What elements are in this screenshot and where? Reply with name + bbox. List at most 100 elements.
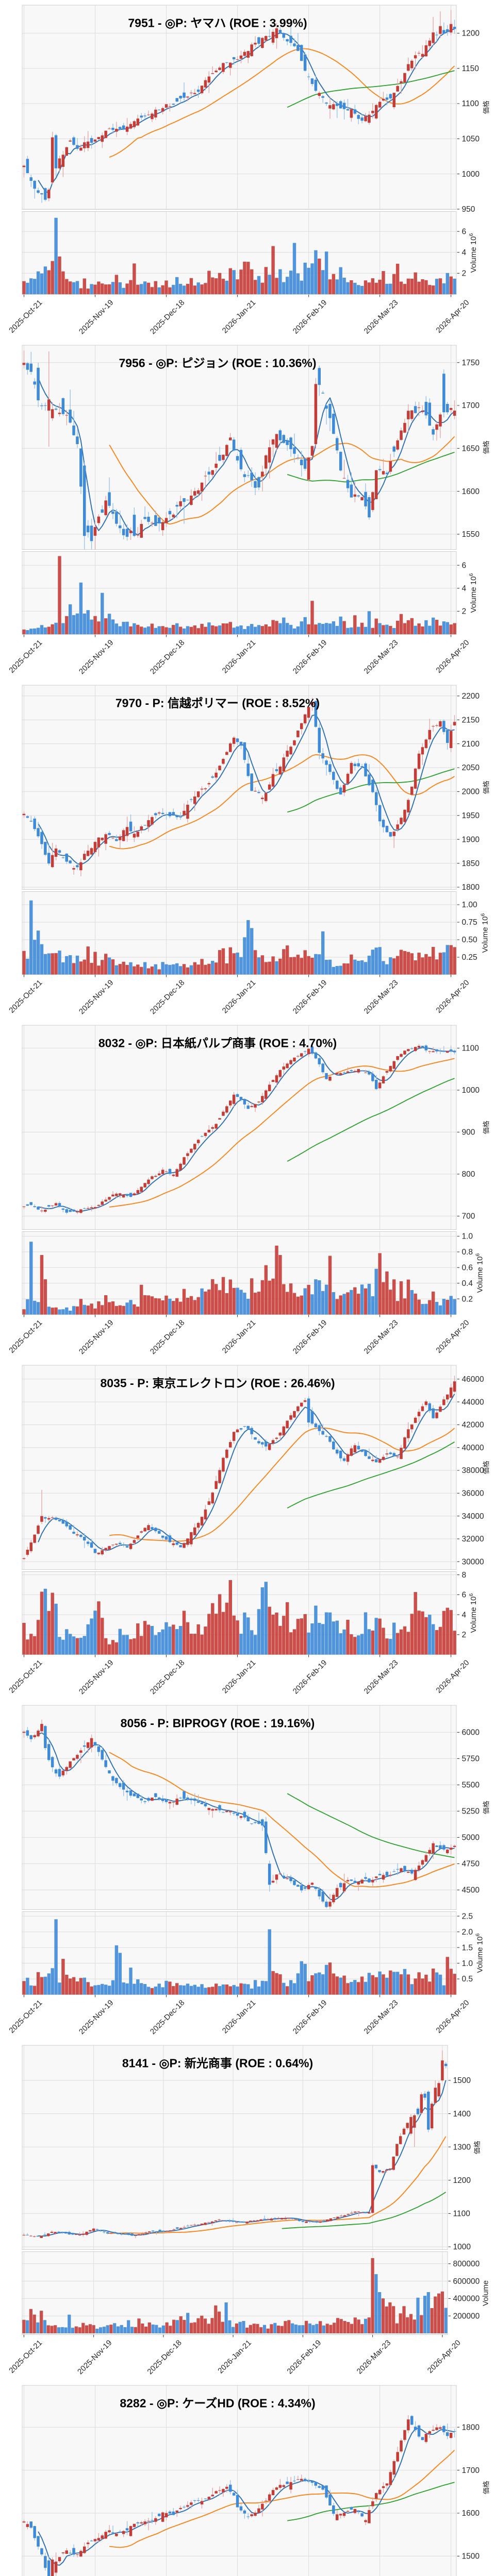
svg-text:2: 2	[462, 607, 467, 616]
svg-text:2025-Nov-19: 2025-Nov-19	[77, 1658, 115, 1696]
svg-text:6: 6	[462, 561, 467, 570]
svg-text:1.0: 1.0	[462, 1959, 473, 1968]
svg-text:価格: 価格	[483, 1121, 490, 1134]
svg-text:2050: 2050	[462, 764, 480, 772]
svg-text:2100: 2100	[462, 740, 480, 749]
svg-text:2025-Nov-19: 2025-Nov-19	[77, 1998, 115, 2036]
svg-text:1550: 1550	[462, 530, 480, 539]
svg-text:0.6: 0.6	[462, 1264, 473, 1273]
svg-text:1100: 1100	[453, 2210, 471, 2218]
svg-text:600000: 600000	[453, 2277, 480, 2286]
svg-text:2: 2	[462, 269, 467, 278]
svg-text:1100: 1100	[462, 99, 480, 108]
svg-text:価格: 価格	[473, 2141, 481, 2154]
svg-text:8056 - P: BIPROGY (ROE : 19.16: 8056 - P: BIPROGY (ROE : 19.16%)	[121, 1717, 315, 1730]
svg-text:2026-Feb-19: 2026-Feb-19	[291, 1998, 329, 2036]
svg-text:5000: 5000	[462, 1834, 480, 1842]
svg-text:2025-Nov-19: 2025-Nov-19	[77, 1318, 115, 1356]
svg-text:2025-Dec-18: 2025-Dec-18	[148, 978, 186, 1016]
svg-text:6: 6	[462, 1591, 467, 1600]
svg-text:2200: 2200	[462, 692, 480, 701]
svg-text:4: 4	[462, 248, 467, 257]
svg-text:Volume 106: Volume 106	[480, 913, 490, 953]
svg-text:2026-Apr-20: 2026-Apr-20	[434, 1658, 471, 1695]
svg-text:2025-Oct-21: 2025-Oct-21	[7, 638, 44, 675]
svg-text:2026-Apr-20: 2026-Apr-20	[434, 1318, 471, 1355]
svg-text:34000: 34000	[462, 1512, 484, 1521]
svg-text:2026-Feb-19: 2026-Feb-19	[291, 978, 329, 1016]
svg-text:1200: 1200	[453, 2176, 471, 2185]
svg-text:6: 6	[462, 227, 467, 236]
svg-text:1800: 1800	[462, 2423, 480, 2432]
svg-text:2026-Apr-20: 2026-Apr-20	[434, 638, 471, 675]
svg-text:5250: 5250	[462, 1807, 480, 1816]
svg-text:2026-Jan-21: 2026-Jan-21	[221, 638, 258, 675]
svg-text:2026-Jan-21: 2026-Jan-21	[221, 1658, 258, 1696]
svg-text:Volume: Volume	[482, 2280, 490, 2306]
svg-text:6000: 6000	[462, 1728, 480, 1737]
svg-text:1.00: 1.00	[462, 901, 478, 909]
svg-text:40000: 40000	[462, 1444, 484, 1452]
svg-text:2026-Jan-21: 2026-Jan-21	[221, 978, 258, 1015]
svg-text:0.2: 0.2	[462, 1295, 473, 1303]
svg-text:価格: 価格	[483, 781, 490, 794]
svg-text:1300: 1300	[453, 2143, 471, 2151]
svg-text:2026-Apr-20: 2026-Apr-20	[426, 2338, 463, 2375]
svg-text:Volume 106: Volume 106	[475, 1933, 485, 1973]
svg-text:2025-Oct-21: 2025-Oct-21	[7, 1998, 44, 2035]
svg-text:200000: 200000	[453, 2312, 480, 2320]
svg-text:1050: 1050	[462, 135, 480, 144]
svg-text:400000: 400000	[453, 2295, 480, 2303]
svg-text:2025-Oct-21: 2025-Oct-21	[7, 298, 44, 335]
svg-text:2025-Oct-21: 2025-Oct-21	[7, 1318, 44, 1355]
svg-text:1100: 1100	[462, 1044, 480, 1053]
svg-text:950: 950	[462, 205, 475, 214]
svg-text:2026-Mar-23: 2026-Mar-23	[362, 1658, 400, 1696]
svg-text:2026-Mar-23: 2026-Mar-23	[362, 638, 400, 676]
svg-text:1800: 1800	[462, 883, 480, 892]
svg-text:価格: 価格	[483, 440, 490, 454]
svg-text:46000: 46000	[462, 1375, 484, 1384]
svg-text:38000: 38000	[462, 1466, 484, 1475]
svg-text:2025-Nov-19: 2025-Nov-19	[76, 2338, 113, 2376]
svg-text:1600: 1600	[462, 487, 480, 496]
svg-text:1000: 1000	[453, 2243, 471, 2251]
svg-text:2025-Nov-19: 2025-Nov-19	[77, 298, 115, 336]
svg-text:1000: 1000	[462, 1086, 480, 1095]
svg-text:2025-Dec-18: 2025-Dec-18	[148, 1658, 186, 1696]
svg-text:2026-Jan-21: 2026-Jan-21	[221, 1318, 258, 1355]
svg-text:2026-Feb-19: 2026-Feb-19	[291, 298, 329, 336]
svg-text:1700: 1700	[462, 401, 480, 410]
svg-text:7970 - P: 信越ポリマー (ROE : 8.52%): 7970 - P: 信越ポリマー (ROE : 8.52%)	[116, 697, 320, 710]
svg-text:30000: 30000	[462, 1557, 484, 1566]
svg-text:2026-Jan-21: 2026-Jan-21	[216, 2338, 253, 2376]
svg-text:1750: 1750	[462, 359, 480, 367]
svg-text:2026-Jan-21: 2026-Jan-21	[221, 1998, 258, 2036]
svg-text:5500: 5500	[462, 1781, 480, 1790]
svg-text:2000: 2000	[462, 788, 480, 796]
svg-text:2025-Dec-18: 2025-Dec-18	[145, 2338, 183, 2376]
svg-text:Volume 106: Volume 106	[468, 1593, 478, 1633]
svg-text:4500: 4500	[462, 1886, 480, 1895]
svg-text:2026-Jan-21: 2026-Jan-21	[221, 298, 258, 335]
svg-text:0.5: 0.5	[462, 1975, 473, 1984]
svg-text:2.5: 2.5	[462, 1912, 473, 1921]
svg-text:700: 700	[462, 1212, 475, 1221]
svg-text:2: 2	[462, 1631, 467, 1639]
svg-text:2026-Feb-19: 2026-Feb-19	[291, 1318, 329, 1356]
svg-text:価格: 価格	[483, 2481, 490, 2494]
svg-text:4: 4	[462, 1611, 467, 1619]
svg-text:7956 - ◎P: ピジョン (ROE : 10.36%): 7956 - ◎P: ピジョン (ROE : 10.36%)	[119, 357, 316, 370]
svg-text:0.8: 0.8	[462, 1248, 473, 1257]
svg-text:2026-Feb-19: 2026-Feb-19	[285, 2338, 323, 2376]
svg-text:7951 - ◎P: ヤマハ (ROE : 3.99%): 7951 - ◎P: ヤマハ (ROE : 3.99%)	[128, 16, 307, 30]
svg-text:8: 8	[462, 1571, 467, 1580]
svg-text:800: 800	[462, 1170, 475, 1179]
svg-text:1650: 1650	[462, 445, 480, 453]
svg-text:2026-Apr-20: 2026-Apr-20	[434, 1998, 471, 2035]
svg-text:2026-Apr-20: 2026-Apr-20	[434, 298, 471, 335]
svg-text:1950: 1950	[462, 811, 480, 820]
svg-text:0.4: 0.4	[462, 1279, 473, 1288]
svg-text:5750: 5750	[462, 1755, 480, 1764]
svg-text:36000: 36000	[462, 1489, 484, 1498]
